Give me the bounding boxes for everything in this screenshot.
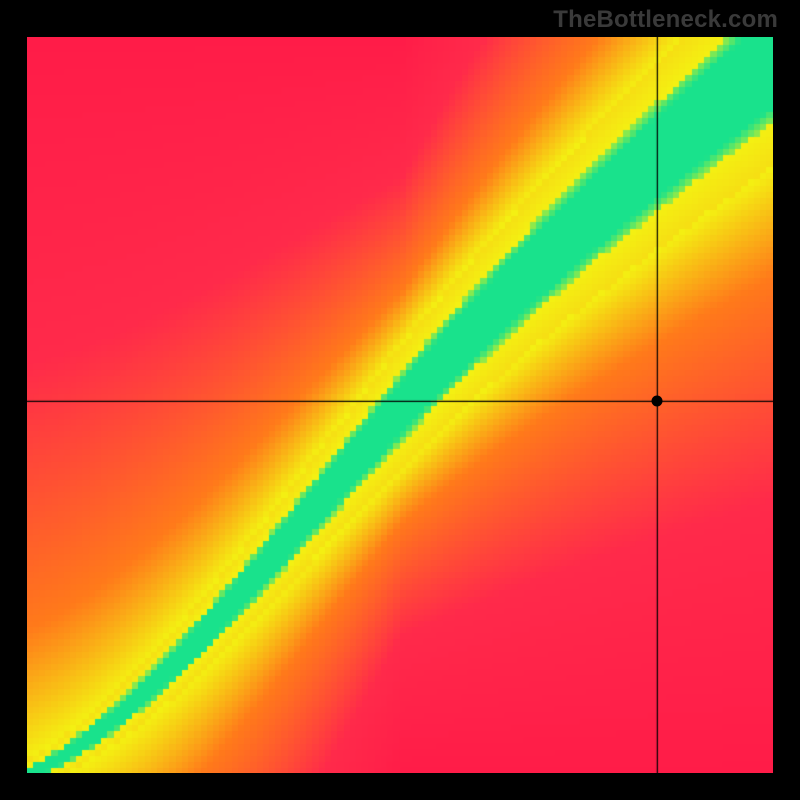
watermark-text: TheBottleneck.com bbox=[553, 6, 778, 34]
crosshair-marker bbox=[652, 396, 663, 407]
